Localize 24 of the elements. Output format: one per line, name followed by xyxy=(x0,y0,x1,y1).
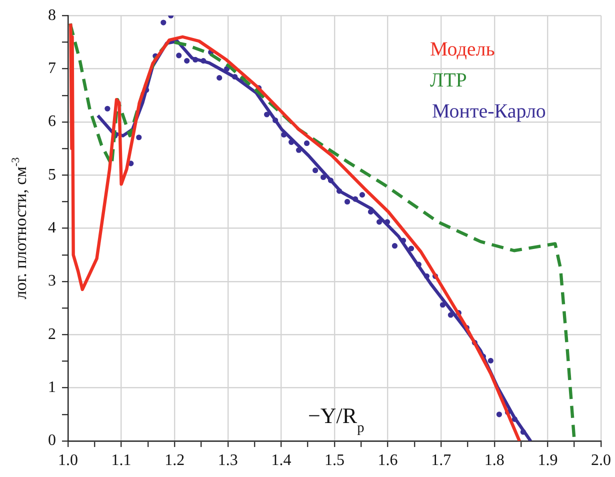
y-tick-label: 7 xyxy=(48,60,56,77)
x-tick-label: 1.0 xyxy=(58,452,78,469)
y-axis-title: лог. плотности, см-3 xyxy=(10,156,30,300)
x-tick-label: 2.0 xyxy=(591,452,611,469)
text: ЛТР xyxy=(430,70,467,92)
x-tick-label: 1.8 xyxy=(484,452,504,469)
x-tick-label: 1.6 xyxy=(378,452,398,469)
y-tick-label: 3 xyxy=(48,272,56,290)
y-tick-label: 8 xyxy=(48,6,56,24)
text: Монте-Карло xyxy=(432,100,546,123)
y-tick-label: 1 xyxy=(48,379,56,396)
x-tick-label: 1.9 xyxy=(538,452,558,469)
y-tick-label: 6 xyxy=(48,113,56,130)
x-tick-label: 1.5 xyxy=(324,452,344,469)
y-tick-label: 5 xyxy=(48,166,56,184)
x-tick-label: 1.2 xyxy=(164,452,185,469)
text: Модель xyxy=(430,38,495,61)
x-tick-label: 1.4 xyxy=(271,452,292,469)
y-tick-label: 4 xyxy=(48,220,56,237)
x-tick-label: 1.1 xyxy=(111,452,132,469)
y-tick-label: 0 xyxy=(48,432,56,450)
x-tick-label: 1.7 xyxy=(431,452,452,469)
y-tick-label: 2 xyxy=(48,326,56,343)
x-tick-label: 1.3 xyxy=(218,452,238,469)
